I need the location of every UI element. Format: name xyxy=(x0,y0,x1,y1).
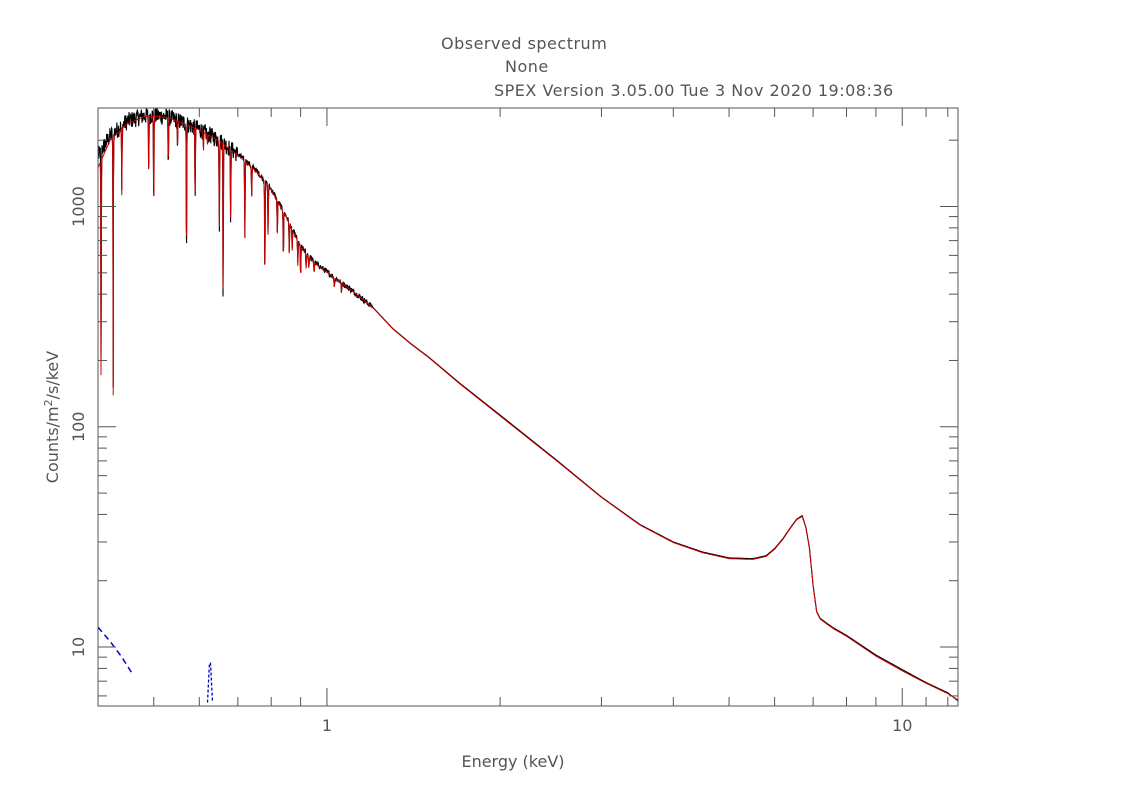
y-axis-label-suffix: /s/keV xyxy=(43,351,62,400)
x-tick-label: 10 xyxy=(892,716,912,735)
chart-subtitle: None xyxy=(505,57,549,76)
component-feature-mark xyxy=(206,662,211,703)
series-data-line xyxy=(98,108,958,702)
chart-title: Observed spectrum xyxy=(441,34,608,53)
plot-area xyxy=(98,108,958,703)
y-axis-label-prefix: Counts/m xyxy=(43,406,62,483)
axis-ticks xyxy=(97,108,958,706)
x-tick-label: 1 xyxy=(322,716,332,735)
series-model-line xyxy=(98,115,958,701)
x-axis-label: Energy (keV) xyxy=(461,752,564,771)
y-tick-label: 1000 xyxy=(69,186,88,227)
component-feature-mark xyxy=(209,662,214,703)
y-tick-label: 100 xyxy=(69,412,88,443)
y-tick-label: 10 xyxy=(69,637,88,657)
series-component-line xyxy=(98,626,134,676)
version-line: SPEX Version 3.05.00 Tue 3 Nov 2020 19:0… xyxy=(494,81,894,100)
y-axis-label-sup: 2 xyxy=(42,399,55,406)
plot-frame xyxy=(97,107,959,707)
y-axis-label: Counts/m2/s/keV xyxy=(42,351,63,483)
